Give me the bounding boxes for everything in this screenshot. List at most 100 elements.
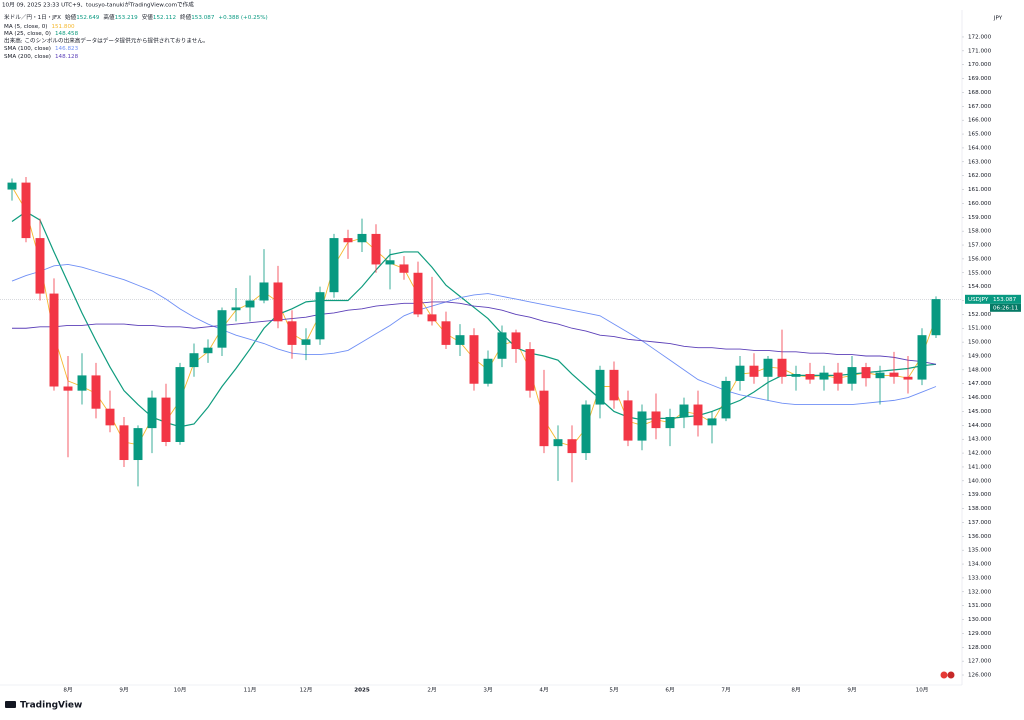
x-tick-label: 8月	[791, 687, 800, 694]
y-tick-label: 155.000	[968, 270, 992, 276]
ohlc-value: 153.087	[191, 15, 215, 21]
y-tick-label: 144.000	[968, 423, 992, 429]
candle-body	[623, 400, 633, 441]
candle-body	[427, 314, 437, 322]
currency: JPY	[993, 16, 1003, 22]
y-tick-label: 166.000	[968, 118, 992, 124]
indicator-value: 151.800	[51, 24, 75, 30]
ohlc-label: 終値	[180, 13, 192, 21]
price-label-box	[965, 294, 1021, 304]
candle-body	[861, 367, 871, 379]
y-tick-label: 164.000	[968, 145, 992, 151]
candle-body	[833, 372, 843, 384]
candle-body	[455, 335, 465, 345]
candle-body	[763, 358, 773, 377]
ohlc-value: 152.649	[76, 15, 100, 21]
candle-body	[917, 335, 927, 380]
candle-body	[847, 367, 857, 384]
candle-body	[553, 439, 563, 447]
candle-body	[721, 380, 731, 419]
y-tick-label: 160.000	[968, 201, 992, 207]
flag-icon	[940, 671, 948, 679]
candle-body	[35, 238, 45, 294]
candle-body	[469, 335, 479, 384]
indicator-value: 148.458	[55, 31, 79, 37]
candle-body	[819, 372, 829, 380]
logo-icon	[5, 701, 16, 708]
candle-body	[693, 404, 703, 426]
y-tick-label: 136.000	[968, 534, 992, 540]
y-tick-label: 146.000	[968, 395, 992, 401]
y-tick-label: 143.000	[968, 437, 992, 443]
candle-body	[385, 260, 395, 265]
candle-body	[343, 238, 353, 243]
candle-body	[567, 439, 577, 454]
candle-body	[175, 367, 185, 442]
brand-logo: TradingView	[5, 701, 82, 711]
candle-body	[63, 386, 73, 391]
ohlc-value: 152.112	[153, 15, 176, 21]
y-tick-label: 137.000	[968, 520, 992, 526]
x-tick-label: 6月	[665, 687, 674, 694]
candle-body	[91, 375, 101, 409]
y-tick-label: 145.000	[968, 409, 992, 415]
candle-body	[77, 375, 87, 391]
candle-body	[791, 374, 801, 377]
y-tick-label: 149.000	[968, 353, 992, 359]
y-tick-label: 127.000	[968, 659, 992, 665]
indicator-line	[11, 263, 937, 405]
candle-body	[511, 332, 521, 350]
y-tick-label: 154.000	[968, 284, 992, 290]
candle-body	[651, 411, 661, 429]
candle-body	[497, 332, 507, 359]
y-tick-label: 162.000	[968, 173, 992, 179]
x-tick-label: 2月	[427, 687, 436, 694]
y-tick-label: 139.000	[968, 492, 992, 498]
candle-body	[735, 365, 745, 381]
candle-body	[665, 417, 675, 429]
last-price-label: 153.087	[993, 297, 1017, 303]
candle-body	[259, 282, 269, 301]
ohlc-value: 153.219	[115, 15, 139, 21]
ohlc-label: 始値	[65, 13, 77, 21]
x-tick-label: 9月	[119, 687, 128, 694]
volume-note: 出来高: このシンボルの出来高データはデータ提供元から提供されておりません。	[4, 37, 209, 45]
candles	[7, 177, 941, 487]
y-tick-label: 138.000	[968, 506, 992, 512]
candle-body	[119, 425, 129, 461]
candle-body	[315, 292, 325, 340]
x-tick-label: 10月	[174, 687, 187, 694]
candle-body	[777, 358, 787, 377]
ohlc-label: 安値	[142, 13, 154, 21]
candle-body	[329, 238, 339, 293]
legend-row: 米ドル／円・1日・JFX 始値152.649 高値153.219 安値152.112 終…	[4, 13, 268, 21]
countdown: 06:26:11	[993, 305, 1019, 311]
candle-body	[49, 293, 59, 387]
candle-body	[399, 264, 409, 273]
y-tick-label: 147.000	[968, 381, 992, 387]
y-tick-label: 158.000	[968, 229, 992, 235]
candle-body	[287, 321, 297, 345]
y-tick-label: 150.000	[968, 340, 992, 346]
y-tick-label: 130.000	[968, 617, 992, 623]
candle-body	[595, 369, 605, 405]
y-tick-label: 132.000	[968, 589, 992, 595]
y-tick-label: 159.000	[968, 215, 992, 221]
y-tick-label: 134.000	[968, 562, 992, 568]
legend-row: MA (5, close, 0) 151.800	[4, 24, 75, 30]
candle-body	[749, 365, 759, 377]
y-tick-label: 163.000	[968, 159, 992, 165]
x-tick-label: 3月	[483, 687, 492, 694]
candle-body	[903, 376, 913, 380]
y-tick-label: 156.000	[968, 256, 992, 262]
candle-body	[805, 374, 815, 380]
candle-body	[441, 321, 451, 345]
candle-body	[707, 418, 717, 426]
candle-body	[609, 369, 619, 401]
candle-body	[371, 233, 381, 265]
x-tick-label: 7月	[721, 687, 730, 694]
candle-body	[357, 233, 367, 243]
candle-body	[245, 300, 255, 308]
